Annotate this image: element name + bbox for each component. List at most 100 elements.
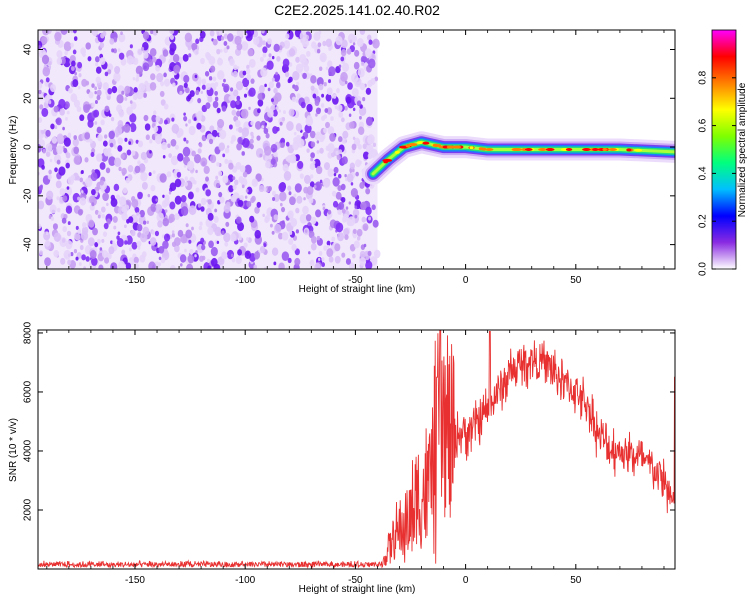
noise-speckle <box>346 173 354 183</box>
noise-speckle <box>96 89 102 97</box>
noise-speckle <box>175 144 179 150</box>
noise-speckle <box>89 139 93 144</box>
noise-speckle <box>295 98 299 103</box>
noise-speckle <box>283 40 291 49</box>
noise-speckle <box>123 123 131 133</box>
noise-speckle <box>230 139 234 145</box>
noise-speckle <box>208 56 216 66</box>
noise-speckle <box>236 30 244 38</box>
noise-speckle <box>281 251 290 262</box>
noise-speckle <box>55 117 62 126</box>
noise-speckle <box>38 81 43 90</box>
noise-speckle <box>370 78 376 85</box>
noise-speckle <box>143 51 149 59</box>
noise-speckle <box>278 182 286 193</box>
noise-speckle <box>99 247 103 251</box>
noise-speckle <box>273 193 280 202</box>
noise-speckle <box>101 213 106 219</box>
noise-speckle <box>38 200 45 210</box>
signal-hotspot <box>634 148 643 152</box>
noise-speckle <box>344 105 348 111</box>
noise-speckle <box>115 194 121 201</box>
snr-y-ticks: 2000 4000 6000 8000 <box>23 321 675 521</box>
noise-speckle <box>164 194 170 202</box>
noise-speckle <box>92 227 98 236</box>
noise-speckle <box>208 240 214 249</box>
noise-speckle <box>338 136 343 143</box>
noise-speckle <box>162 138 165 142</box>
noise-speckle <box>270 143 278 153</box>
noise-speckle <box>340 49 347 57</box>
noise-speckle <box>84 157 89 163</box>
noise-speckle <box>45 151 50 157</box>
spectrogram-y-tick-label: 0 <box>23 144 34 150</box>
noise-speckle <box>149 237 157 246</box>
noise-speckle <box>208 138 214 145</box>
noise-speckle <box>281 231 289 241</box>
noise-speckle <box>187 254 195 264</box>
noise-speckle <box>41 164 45 170</box>
noise-speckle <box>311 235 317 244</box>
noise-speckle <box>154 134 163 145</box>
noise-speckle <box>121 207 126 213</box>
noise-speckle <box>38 143 42 153</box>
noise-speckle <box>273 87 278 94</box>
noise-speckle <box>318 83 324 91</box>
noise-speckle <box>247 48 254 57</box>
noise-speckle <box>137 191 143 200</box>
noise-speckle <box>253 36 260 46</box>
noise-speckle <box>56 134 65 145</box>
noise-speckle <box>68 87 73 94</box>
noise-speckle <box>201 244 206 251</box>
noise-speckle <box>223 78 226 83</box>
noise-speckle <box>367 58 376 69</box>
noise-speckle <box>242 77 250 88</box>
noise-speckle <box>58 98 66 109</box>
noise-speckle <box>104 71 109 77</box>
noise-speckle <box>42 148 46 154</box>
noise-speckle <box>244 250 252 259</box>
noise-speckle <box>368 216 372 221</box>
signal-hotspot <box>433 143 440 147</box>
noise-speckle <box>236 66 240 70</box>
noise-speckle <box>152 170 156 175</box>
noise-speckle <box>102 140 108 147</box>
noise-speckle <box>172 82 176 87</box>
noise-speckle <box>327 60 333 68</box>
noise-speckle <box>195 250 198 254</box>
colorbar-tick-label: 0.0 <box>698 262 709 276</box>
noise-speckle <box>348 262 355 269</box>
noise-speckle <box>289 154 297 164</box>
noise-speckle <box>198 225 203 231</box>
noise-speckle <box>63 41 72 52</box>
noise-speckle <box>357 126 365 136</box>
noise-speckle <box>183 112 186 116</box>
noise-speckle <box>169 30 175 35</box>
noise-speckle <box>60 30 68 35</box>
noise-speckle <box>197 148 202 154</box>
noise-speckle <box>188 53 192 58</box>
noise-speckle <box>365 87 372 95</box>
noise-speckle <box>151 230 155 235</box>
noise-speckle <box>251 178 258 187</box>
noise-speckle <box>56 207 61 213</box>
noise-speckle <box>114 157 122 167</box>
noise-speckle <box>184 248 187 253</box>
noise-speckle <box>200 197 207 206</box>
noise-speckle <box>195 187 200 193</box>
noise-speckle <box>367 134 375 145</box>
noise-speckle <box>306 103 313 113</box>
noise-speckle <box>261 125 265 129</box>
noise-speckle <box>141 182 148 190</box>
noise-speckle <box>184 176 188 181</box>
noise-speckle <box>275 106 279 111</box>
noise-speckle <box>219 196 225 204</box>
noise-speckle <box>336 154 341 161</box>
noise-speckle <box>50 216 54 221</box>
noise-speckle <box>209 154 217 164</box>
noise-speckle <box>361 216 367 223</box>
noise-speckle <box>318 257 321 261</box>
noise-speckle <box>345 258 351 265</box>
noise-speckle <box>101 250 108 259</box>
noise-speckle <box>231 257 236 263</box>
